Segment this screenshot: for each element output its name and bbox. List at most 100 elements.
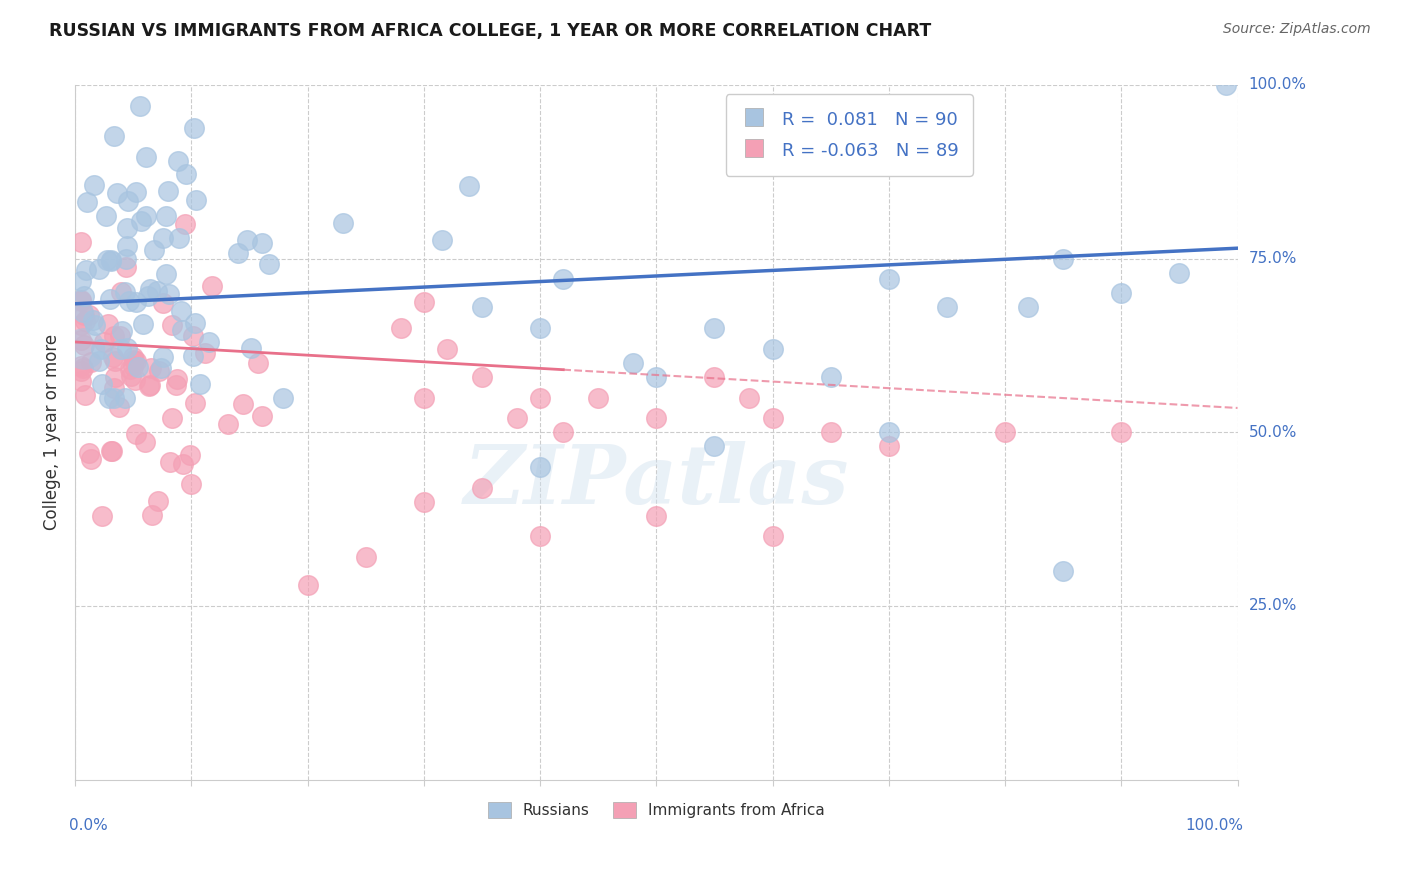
Point [201,279,224,293]
Point [236,233,259,247]
Point [553,272,575,286]
Text: RUSSIAN VS IMMIGRANTS FROM AFRICA COLLEGE, 1 YEAR OR MORE CORRELATION CHART: RUSSIAN VS IMMIGRANTS FROM AFRICA COLLEG… [49,22,931,40]
Point [98,292,121,306]
Point [170,303,193,318]
Point [166,372,188,386]
Point [181,349,204,363]
Point [110,342,132,356]
Point [73,308,96,322]
Point [100,444,122,458]
Point [436,342,458,356]
Point [703,321,725,335]
Point [226,246,249,260]
Point [103,329,125,343]
Point [877,272,900,286]
Point [73,338,96,352]
Point [160,410,183,425]
Point [173,217,195,231]
Point [1052,564,1074,578]
Point [167,153,190,168]
Point [183,120,205,135]
Point [186,194,208,208]
Point [146,493,169,508]
Point [160,318,183,333]
Point [115,239,138,253]
Point [529,460,551,475]
Point [354,550,377,565]
Point [586,391,609,405]
Point [247,356,270,370]
Point [84,318,107,332]
Point [108,400,131,414]
Point [645,508,668,523]
Point [180,477,202,491]
Point [115,252,138,266]
Point [117,341,139,355]
Point [73,342,96,356]
Point [138,379,160,393]
Point [100,254,122,268]
Point [111,324,134,338]
Text: 25.0%: 25.0% [1249,599,1296,614]
Point [103,382,125,396]
Point [935,300,957,314]
Point [97,391,120,405]
Point [72,361,94,376]
Point [124,352,146,367]
Point [738,391,761,405]
Point [128,99,150,113]
Point [332,216,354,230]
Point [159,454,181,468]
Point [271,391,294,405]
Point [155,267,177,281]
Point [146,285,169,299]
Point [117,194,139,208]
Point [83,178,105,193]
Point [115,260,138,275]
Point [96,252,118,267]
Point [152,296,174,310]
Point [1052,252,1074,266]
Text: 100.0%: 100.0% [1185,818,1243,833]
Point [471,369,494,384]
Point [108,328,131,343]
Point [120,368,142,383]
Point [994,425,1017,440]
Point [232,397,254,411]
Text: 100.0%: 100.0% [1249,78,1306,93]
Point [90,342,112,356]
Point [77,445,100,459]
Point [389,321,412,335]
Point [198,334,221,349]
Point [115,220,138,235]
Point [820,425,842,440]
Point [252,409,274,423]
Point [135,210,157,224]
Point [100,253,122,268]
Point [131,213,153,227]
Point [76,195,98,210]
Point [125,185,148,199]
Point [69,293,91,308]
Point [621,356,644,370]
Point [143,243,166,257]
Point [141,361,163,376]
Point [703,369,725,384]
Point [104,354,127,368]
Point [79,308,101,322]
Point [87,262,110,277]
Point [69,293,91,307]
Point [149,360,172,375]
Point [169,231,191,245]
Point [69,318,91,333]
Point [80,452,103,467]
Point [257,257,280,271]
Point [82,313,104,327]
Point [72,304,94,318]
Point [703,439,725,453]
Point [1109,286,1132,301]
Text: 0.0%: 0.0% [69,818,108,833]
Point [553,425,575,440]
Point [529,321,551,335]
Point [70,364,93,378]
